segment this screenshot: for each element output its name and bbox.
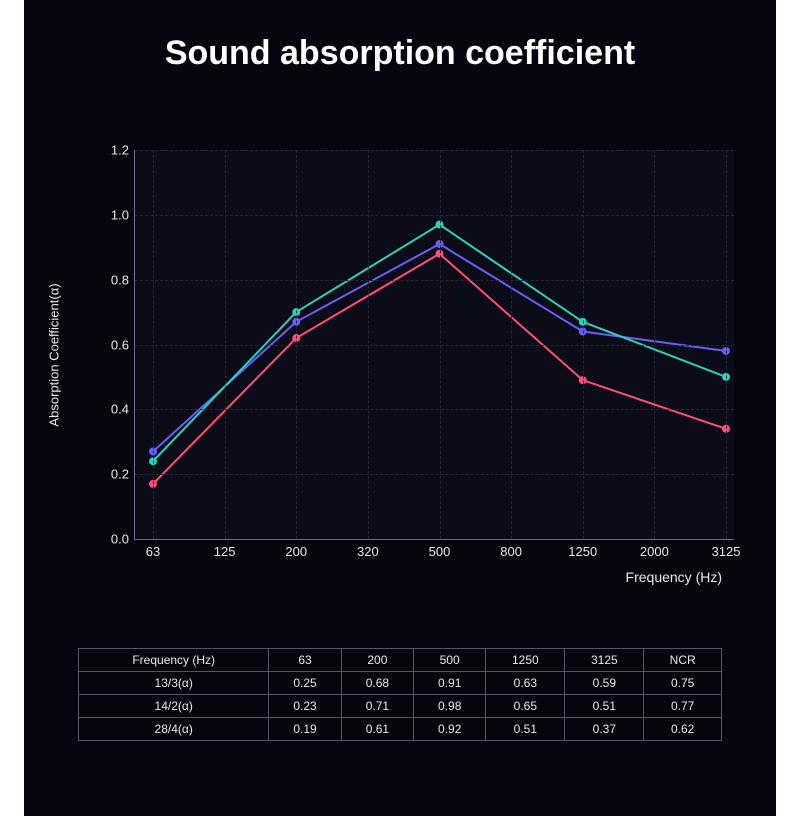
- x-tick-label: 125: [214, 544, 236, 559]
- table-cell: 0.91: [414, 672, 486, 695]
- gridline-v: [726, 150, 727, 539]
- table-cell: 0.68: [341, 672, 413, 695]
- x-tick-label: 63: [146, 544, 160, 559]
- table-cell: 0.98: [414, 695, 486, 718]
- y-tick-label: 0.0: [95, 532, 129, 547]
- table-header-cell: Frequency (Hz): [79, 649, 269, 672]
- y-tick-label: 1.2: [95, 143, 129, 158]
- y-axis-label: Absorption Coefficient(α): [47, 283, 62, 426]
- gridline-v: [368, 150, 369, 539]
- table-row: 28/4(α)0.190.610.920.510.370.62: [79, 718, 722, 741]
- table-cell: 0.37: [565, 718, 644, 741]
- table-cell: 0.51: [565, 695, 644, 718]
- table-cell: 0.25: [269, 672, 341, 695]
- table-header-cell: 3125: [565, 649, 644, 672]
- table-row-label: 13/3(α): [79, 672, 269, 695]
- x-axis-label: Frequency (Hz): [626, 569, 722, 585]
- gridline-v: [296, 150, 297, 539]
- gridline-v: [654, 150, 655, 539]
- y-tick-label: 0.6: [95, 337, 129, 352]
- chart-area: Absorption Coefficient(α) Frequency (Hz)…: [84, 140, 734, 570]
- table-cell: 0.63: [486, 672, 565, 695]
- table-cell: 0.65: [486, 695, 565, 718]
- y-tick-label: 0.2: [95, 467, 129, 482]
- gridline-v: [583, 150, 584, 539]
- table-cell: 0.92: [414, 718, 486, 741]
- table-cell: 0.23: [269, 695, 341, 718]
- page: Sound absorption coefficient Absorption …: [24, 0, 776, 816]
- table-cell: 0.62: [644, 718, 722, 741]
- y-tick-label: 0.4: [95, 402, 129, 417]
- x-tick-label: 2000: [640, 544, 669, 559]
- y-tick-label: 0.8: [95, 272, 129, 287]
- table-row: 13/3(α)0.250.680.910.630.590.75: [79, 672, 722, 695]
- table-header-row: Frequency (Hz)6320050012503125NCR: [79, 649, 722, 672]
- data-table: Frequency (Hz)6320050012503125NCR13/3(α)…: [78, 648, 722, 741]
- x-tick-label: 320: [357, 544, 379, 559]
- gridline-v: [440, 150, 441, 539]
- chart-title: Sound absorption coefficient: [24, 34, 776, 73]
- x-tick-label: 200: [285, 544, 307, 559]
- table-cell: 0.75: [644, 672, 722, 695]
- table-cell: 0.77: [644, 695, 722, 718]
- gridline-v: [225, 150, 226, 539]
- x-tick-label: 3125: [712, 544, 741, 559]
- x-tick-label: 500: [429, 544, 451, 559]
- table-cell: 0.51: [486, 718, 565, 741]
- table-header-cell: 63: [269, 649, 341, 672]
- x-tick-label: 1250: [568, 544, 597, 559]
- y-tick-label: 1.0: [95, 207, 129, 222]
- table-header-cell: 1250: [486, 649, 565, 672]
- table-cell: 0.71: [341, 695, 413, 718]
- table-row: 14/2(α)0.230.710.980.650.510.77: [79, 695, 722, 718]
- table-row-label: 14/2(α): [79, 695, 269, 718]
- table-header-cell: 200: [341, 649, 413, 672]
- gridline-v: [511, 150, 512, 539]
- table-row-label: 28/4(α): [79, 718, 269, 741]
- table-cell: 0.61: [341, 718, 413, 741]
- table-cell: 0.59: [565, 672, 644, 695]
- table-header-cell: NCR: [644, 649, 722, 672]
- gridline-v: [153, 150, 154, 539]
- table-cell: 0.19: [269, 718, 341, 741]
- plot-area: Frequency (Hz) 0.00.20.40.60.81.01.26312…: [134, 150, 734, 540]
- x-tick-label: 800: [500, 544, 522, 559]
- table-header-cell: 500: [414, 649, 486, 672]
